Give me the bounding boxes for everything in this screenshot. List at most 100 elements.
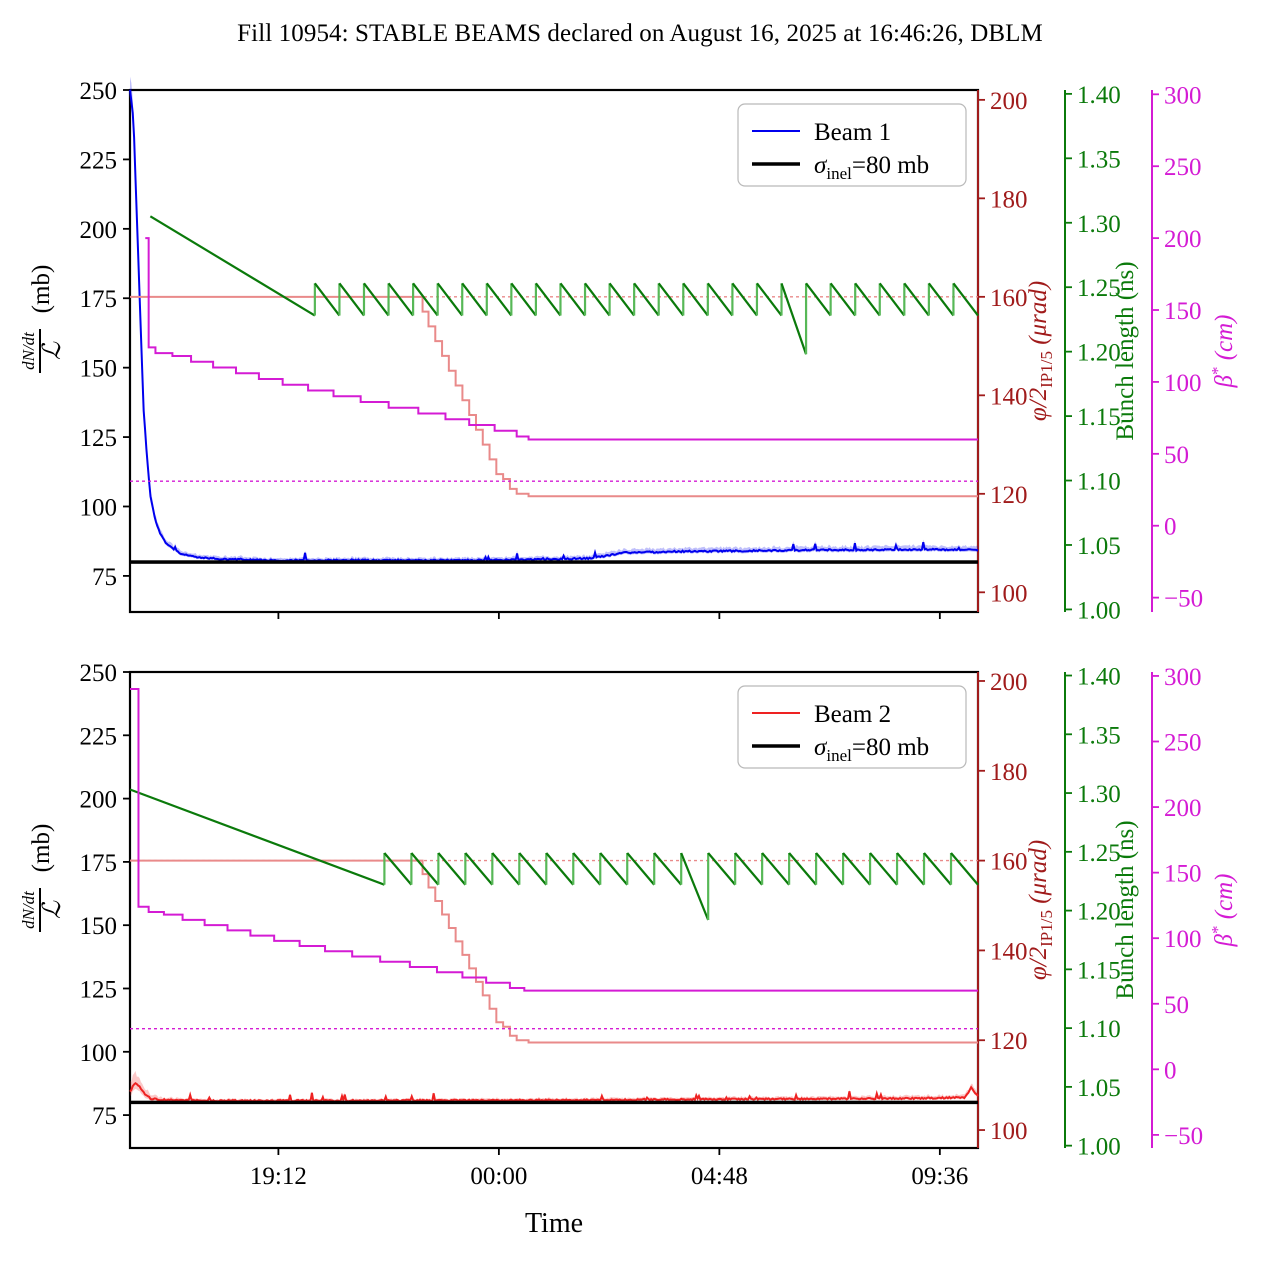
panel-top: dN/dt ℒ (mb) φ/2IP1/5 (μrad) Bunch length (n… — [19, 76, 1238, 619]
y-right-crossing-angle-ticklabel: 200 — [990, 669, 1028, 696]
svg-text:ℒ: ℒ — [39, 900, 66, 919]
figure-title: Fill 10954: STABLE BEAMS declared on Aug… — [237, 20, 1043, 47]
y-left-axis-label: dN/dt ℒ (mb) — [19, 824, 66, 932]
y-left-ticklabel: 75 — [92, 564, 117, 591]
y-right-bunch-length-ticklabel: 1.15 — [1077, 404, 1121, 431]
legend-label-beam-1: Beam 1 — [814, 119, 891, 146]
y-left-ticklabel: 200 — [80, 787, 118, 814]
y-right-beta-star-ticklabel: 100 — [1164, 370, 1202, 397]
svg-text:dN/dt: dN/dt — [19, 890, 38, 929]
series-crossing-angle-phi-2-ip1-5 — [130, 295, 978, 498]
y-right-beta-star-ticklabel: 300 — [1164, 664, 1202, 691]
x-ticklabel: 19:12 — [250, 1163, 307, 1190]
mean-line — [129, 1081, 979, 1105]
svg-text:φ/2IP1/5 (μrad): φ/2IP1/5 (μrad) — [1025, 840, 1056, 980]
legend: Beam 1 σinel=80 mb — [737, 103, 967, 187]
y-right-beta-star-label: β* (cm) — [1208, 314, 1238, 388]
y-right-crossing-angle-ticklabel: 120 — [990, 1028, 1028, 1055]
y-left-ticklabel: 150 — [80, 913, 118, 940]
y-right-beta-star-ticklabel: 200 — [1164, 795, 1202, 822]
y-right-bunch-length-ticklabel: 1.10 — [1077, 1016, 1121, 1043]
y-right-crossing-angle-ticklabel: 160 — [990, 285, 1028, 312]
series-beta- — [145, 237, 978, 441]
svg-text:β* (cm): β* (cm) — [1208, 873, 1238, 947]
y-right-beta-star-ticklabel: 150 — [1164, 298, 1202, 325]
y-right-beta-star-label: β* (cm) — [1208, 873, 1238, 947]
y-left-axis-label: dN/dt ℒ (mb) — [19, 265, 66, 373]
y-right-beta-star-ticklabel: 150 — [1164, 861, 1202, 888]
y-right-beta-star-ticklabel: 300 — [1164, 82, 1202, 109]
y-left-ticklabel: 225 — [80, 147, 118, 174]
y-right-crossing-angle-label: φ/2IP1/5 (μrad) — [1025, 281, 1056, 421]
y-right-beta-star-ticklabel: −50 — [1164, 1123, 1203, 1150]
y-left-ticklabel: 100 — [80, 1040, 118, 1067]
y-left-ticklabel: 200 — [80, 217, 118, 244]
y-right-bunch-length-ticklabel: 1.35 — [1077, 146, 1121, 173]
series-beam-2-sigma_vis — [129, 1070, 979, 1105]
y-left-ticklabel: 150 — [80, 356, 118, 383]
x-ticklabel: 09:36 — [911, 1163, 968, 1190]
legend-label-sigma-inel: σinel=80 mb — [814, 734, 929, 765]
y-right-crossing-angle-ticklabel: 160 — [990, 849, 1028, 876]
y-right-crossing-angle-ticklabel: 180 — [990, 186, 1028, 213]
svg-text:(mb): (mb) — [28, 824, 55, 873]
x-ticklabel: 00:00 — [470, 1163, 527, 1190]
y-right-bunch-length-ticklabel: 1.35 — [1077, 722, 1121, 749]
y-right-beta-star-ticklabel: 50 — [1164, 992, 1189, 1019]
y-right-bunch-length-label: Bunch length (ns) — [1112, 261, 1139, 440]
svg-text:Bunch length (ns): Bunch length (ns) — [1112, 261, 1139, 440]
y-right-crossing-angle-ticklabel: 100 — [990, 580, 1028, 607]
y-left-ticklabel: 175 — [80, 286, 118, 313]
series-bunch-length — [129, 788, 979, 921]
y-right-bunch-length-ticklabel: 1.20 — [1077, 340, 1121, 367]
svg-text:β* (cm): β* (cm) — [1208, 314, 1238, 388]
y-left-ticklabel: 175 — [80, 850, 118, 877]
y-left-ticklabel: 75 — [92, 1103, 117, 1130]
y-right-crossing-angle-ticklabel: 100 — [990, 1118, 1028, 1145]
legend-label-sigma-inel: σinel=80 mb — [814, 152, 929, 183]
svg-text:dN/dt: dN/dt — [19, 331, 38, 370]
y-right-bunch-length-label: Bunch length (ns) — [1112, 820, 1139, 999]
y-left-ticklabel: 250 — [80, 660, 118, 687]
y-left-ticklabel: 225 — [80, 723, 118, 750]
mean-line — [129, 89, 979, 564]
y-right-bunch-length-ticklabel: 1.25 — [1077, 275, 1121, 302]
y-right-bunch-length-ticklabel: 1.30 — [1077, 211, 1121, 238]
y-right-crossing-angle-ticklabel: 120 — [990, 482, 1028, 509]
y-right-bunch-length-ticklabel: 1.00 — [1077, 597, 1121, 624]
y-right-beta-star-ticklabel: 0 — [1164, 1057, 1177, 1084]
y-right-crossing-angle-ticklabel: 140 — [990, 383, 1028, 410]
y-right-crossing-angle-ticklabel: 180 — [990, 759, 1028, 786]
svg-text:ℒ: ℒ — [39, 341, 66, 360]
y-left-ticklabel: 125 — [80, 976, 118, 1003]
y-right-beta-star-ticklabel: 250 — [1164, 729, 1202, 756]
y-right-bunch-length-ticklabel: 1.20 — [1077, 899, 1121, 926]
x-ticklabel: 04:48 — [691, 1163, 748, 1190]
legend: Beam 2 σinel=80 mb — [737, 685, 967, 769]
y-right-bunch-length-ticklabel: 1.00 — [1077, 1134, 1121, 1161]
series-beam-1-sigma_vis — [129, 76, 979, 564]
y-left-ticklabel: 100 — [80, 494, 118, 521]
y-right-beta-star-ticklabel: 0 — [1164, 514, 1177, 541]
y-right-bunch-length-ticklabel: 1.40 — [1077, 82, 1121, 109]
svg-text:(mb): (mb) — [28, 265, 55, 314]
y-right-bunch-length-ticklabel: 1.10 — [1077, 469, 1121, 496]
series-crossing-angle-phi-2-ip1-5 — [130, 859, 978, 1044]
svg-text:φ/2IP1/5 (μrad): φ/2IP1/5 (μrad) — [1025, 281, 1056, 421]
panel-bottom: dN/dt ℒ (mb) φ/2IP1/5 (μrad) Bunch length (n… — [19, 670, 1238, 1155]
svg-text:Bunch length (ns): Bunch length (ns) — [1112, 820, 1139, 999]
y-right-crossing-angle-label: φ/2IP1/5 (μrad) — [1025, 840, 1056, 980]
y-right-bunch-length-ticklabel: 1.05 — [1077, 533, 1121, 560]
y-right-beta-star-ticklabel: 100 — [1164, 926, 1202, 953]
y-left-ticklabel: 125 — [80, 425, 118, 452]
y-right-bunch-length-ticklabel: 1.40 — [1077, 664, 1121, 691]
y-right-bunch-length-ticklabel: 1.15 — [1077, 957, 1121, 984]
series-bunch-length — [149, 215, 979, 355]
legend-label-beam-2: Beam 2 — [814, 701, 891, 728]
y-right-beta-star-ticklabel: 50 — [1164, 442, 1189, 469]
y-right-bunch-length-ticklabel: 1.25 — [1077, 840, 1121, 867]
y-right-beta-star-ticklabel: 250 — [1164, 154, 1202, 181]
y-left-ticklabel: 250 — [80, 78, 118, 105]
